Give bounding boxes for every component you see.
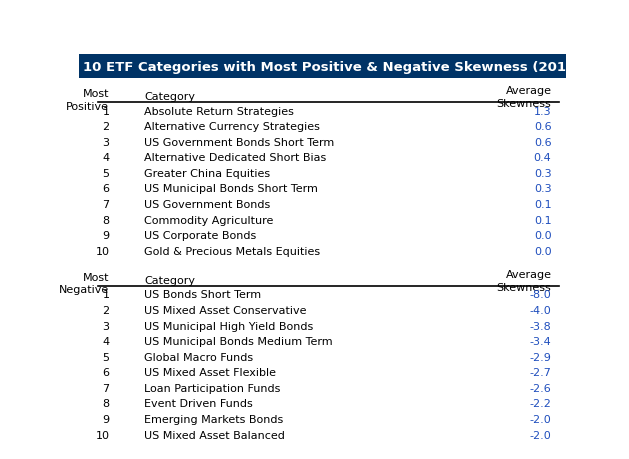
Text: 9: 9 [102,414,109,424]
Text: US Bonds Short Term: US Bonds Short Term [145,290,262,300]
Text: 1: 1 [103,106,109,116]
Text: 0.0: 0.0 [534,231,552,241]
Text: Alternative Dedicated Short Bias: Alternative Dedicated Short Bias [145,153,326,163]
Text: 4: 4 [102,336,109,347]
Text: Loan Participation Funds: Loan Participation Funds [145,383,281,393]
Text: 4: 4 [102,153,109,163]
Text: -2.2: -2.2 [530,398,552,409]
Text: Most
Negative: Most Negative [59,273,109,295]
Text: 0.6: 0.6 [534,137,552,147]
Text: 5: 5 [103,352,109,362]
FancyBboxPatch shape [79,55,566,79]
Text: -3.8: -3.8 [530,321,552,331]
Text: 6: 6 [103,184,109,194]
Text: US Municipal High Yield Bonds: US Municipal High Yield Bonds [145,321,314,331]
Text: US Municipal Bonds Short Term: US Municipal Bonds Short Term [145,184,318,194]
Text: -2.0: -2.0 [530,430,552,440]
Text: 5: 5 [103,168,109,179]
Text: 3: 3 [103,321,109,331]
Text: 0.3: 0.3 [534,168,552,179]
Text: Alternative Currency Strategies: Alternative Currency Strategies [145,122,320,132]
Text: -8.0: -8.0 [530,290,552,300]
Text: 0.0: 0.0 [534,246,552,256]
Text: 6: 6 [103,368,109,377]
Text: US Municipal Bonds Medium Term: US Municipal Bonds Medium Term [145,336,333,347]
Text: Emerging Markets Bonds: Emerging Markets Bonds [145,414,284,424]
Text: 10: 10 [96,246,109,256]
Text: 1.3: 1.3 [534,106,552,116]
Text: 8: 8 [102,398,109,409]
Text: 3: 3 [103,137,109,147]
Text: 10: 10 [96,430,109,440]
Text: 1: 1 [103,290,109,300]
Text: -2.0: -2.0 [530,414,552,424]
Text: 8: 8 [102,215,109,225]
Text: US Government Bonds Short Term: US Government Bonds Short Term [145,137,335,147]
Text: 0.4: 0.4 [534,153,552,163]
Text: -2.7: -2.7 [530,368,552,377]
Text: 2: 2 [102,305,109,315]
Text: US Government Bonds: US Government Bonds [145,200,270,210]
Text: 0.1: 0.1 [534,200,552,210]
Text: Commodity Agriculture: Commodity Agriculture [145,215,274,225]
Text: -2.6: -2.6 [530,383,552,393]
Text: Category: Category [145,275,196,285]
Text: US Mixed Asset Balanced: US Mixed Asset Balanced [145,430,286,440]
Text: US Mixed Asset Conservative: US Mixed Asset Conservative [145,305,307,315]
Text: US Mixed Asset Flexible: US Mixed Asset Flexible [145,368,276,377]
Text: Average
Skewness: Average Skewness [497,86,552,108]
Text: Absolute Return Strategies: Absolute Return Strategies [145,106,294,116]
Text: 0.3: 0.3 [534,184,552,194]
Text: 7: 7 [102,200,109,210]
Text: -2.9: -2.9 [530,352,552,362]
Text: Gold & Precious Metals Equities: Gold & Precious Metals Equities [145,246,321,256]
Text: 9: 9 [102,231,109,241]
Text: Category: Category [145,92,196,102]
Text: US Corporate Bonds: US Corporate Bonds [145,231,257,241]
Text: Global Macro Funds: Global Macro Funds [145,352,253,362]
Text: 0.1: 0.1 [534,215,552,225]
Text: Most
Positive: Most Positive [66,89,109,112]
Text: Average
Skewness: Average Skewness [497,269,552,292]
Text: -4.0: -4.0 [530,305,552,315]
Text: 2: 2 [102,122,109,132]
Text: Event Driven Funds: Event Driven Funds [145,398,253,409]
Text: -3.4: -3.4 [530,336,552,347]
Text: Greater China Equities: Greater China Equities [145,168,270,179]
Text: 7: 7 [102,383,109,393]
Text: 10 ETF Categories with Most Positive & Negative Skewness (2014 - 2024): 10 ETF Categories with Most Positive & N… [82,61,629,73]
Text: 0.6: 0.6 [534,122,552,132]
